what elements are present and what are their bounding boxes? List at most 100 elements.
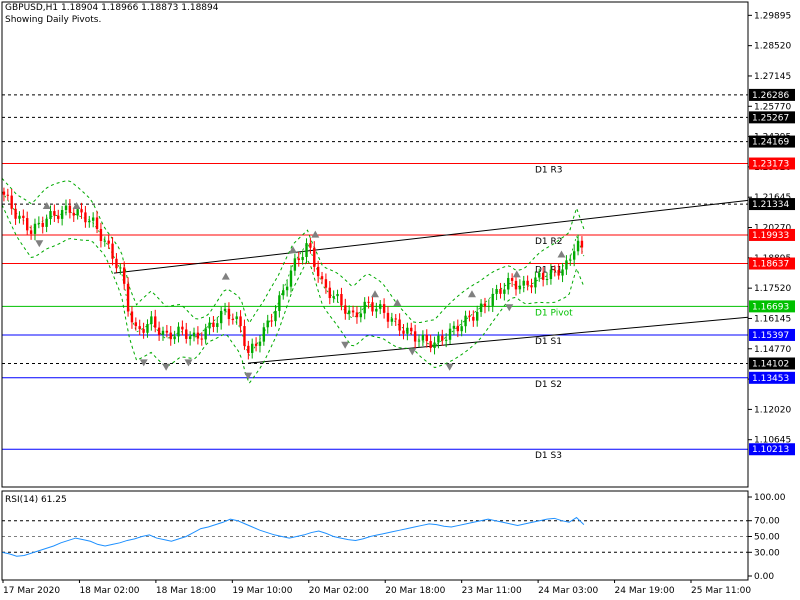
candle-body <box>514 280 518 290</box>
band-upper <box>1 178 585 325</box>
candle-body <box>111 243 114 259</box>
candle-body <box>332 296 335 299</box>
candle-body <box>468 315 471 317</box>
pivot-tag <box>749 257 795 270</box>
candle-body <box>173 336 176 340</box>
candle-body <box>22 215 25 219</box>
fractal-down-icon <box>341 341 350 349</box>
candle-body <box>219 310 223 324</box>
pivot-tag <box>749 371 795 384</box>
x-tick-label: 23 Mar 11:00 <box>462 586 522 596</box>
candle-body <box>472 316 475 321</box>
candle-body <box>142 329 145 333</box>
x-tick-label: 20 Mar 18:00 <box>385 586 445 596</box>
x-tick-label: 19 Mar 10:00 <box>232 586 292 596</box>
candle-body <box>460 326 463 332</box>
candle-body <box>37 222 41 224</box>
candle-body <box>49 211 52 219</box>
candle-body <box>53 211 56 216</box>
rsi-tick-label: 70.00 <box>754 517 780 527</box>
band-lower <box>1 204 585 385</box>
candle-body <box>88 220 91 223</box>
candle-body <box>518 285 522 290</box>
candle-body <box>375 308 378 312</box>
band-middle <box>1 191 585 357</box>
candle-body <box>266 320 269 328</box>
candle-body <box>305 243 308 257</box>
candle-body <box>367 301 370 303</box>
fractal-up-icon <box>557 250 566 258</box>
candle-body <box>557 270 560 276</box>
pivot-tag-label: 1.10213 <box>752 445 789 455</box>
candle-body <box>316 266 320 277</box>
fractal-up-icon <box>221 272 230 280</box>
candle-body <box>464 315 467 327</box>
pivot-name: D1 R1 <box>535 266 563 276</box>
pivot-tag-label: 1.23173 <box>752 160 789 170</box>
candle-body <box>274 310 277 322</box>
candle-body <box>45 218 48 227</box>
level-tag-label: 1.24169 <box>752 138 789 148</box>
pivot-name: D1 R2 <box>535 237 563 247</box>
fractal-up-icon <box>371 290 379 298</box>
level-tag <box>749 198 795 211</box>
candle-body <box>185 329 188 339</box>
fractal-up-icon <box>467 290 476 298</box>
candle-body <box>425 334 428 342</box>
candle-body <box>270 320 273 322</box>
candle-body <box>188 336 192 339</box>
candle-body <box>138 326 141 330</box>
candle-body <box>227 308 231 320</box>
fractal-down-icon <box>408 348 417 356</box>
level-tag-label: 1.26286 <box>752 91 789 101</box>
fractal-up-icon <box>512 270 521 278</box>
candle-body <box>103 240 106 242</box>
price-tick-label: 1.17520 <box>754 284 791 294</box>
candle-body <box>204 328 207 340</box>
rsi-tick-label: 50.00 <box>754 533 780 543</box>
candle-body <box>351 310 355 313</box>
candle-body <box>243 326 246 346</box>
pivot-tag-label: 1.16693 <box>752 302 789 312</box>
symbol-header: GBPUSD,H1 1.18904 1.18966 1.18873 1.1889… <box>5 3 219 13</box>
candle-body <box>569 259 572 261</box>
fractal-down-icon <box>244 372 253 380</box>
candle-body <box>324 279 328 288</box>
candle-body <box>223 308 227 311</box>
pivot-name: D1 Pivot <box>535 308 573 318</box>
candle-body <box>18 215 21 219</box>
candle-body <box>433 342 436 349</box>
candle-body <box>115 258 118 269</box>
pivot-tag <box>749 157 795 170</box>
candle-body <box>437 335 440 343</box>
level-tag-label: 1.21334 <box>752 200 789 210</box>
pivot-tag <box>749 228 795 241</box>
pivot-tag <box>749 328 795 341</box>
pivot-tag <box>749 443 795 456</box>
fractal-up-icon <box>311 230 320 238</box>
candle-body <box>541 272 545 280</box>
candle-body <box>580 240 584 248</box>
price-tick-label: 1.14770 <box>754 345 791 355</box>
candle-body <box>84 212 87 223</box>
candle-body <box>390 318 394 322</box>
candle-body <box>347 310 351 314</box>
candle-body <box>150 316 153 325</box>
candle-body <box>41 222 44 227</box>
x-tick-label: 17 Mar 2020 <box>3 586 60 596</box>
candle-body <box>293 258 297 271</box>
candle-body <box>91 217 95 221</box>
price-tick-label: 1.16145 <box>754 314 791 324</box>
candle-body <box>235 316 238 320</box>
candle-body <box>134 322 138 327</box>
candle-body <box>29 230 33 234</box>
candle-body <box>33 223 37 234</box>
candle-body <box>122 267 126 284</box>
candle-body <box>251 343 254 353</box>
candle-body <box>572 251 576 260</box>
fractal-down-icon <box>505 304 514 312</box>
candle-body <box>2 191 6 195</box>
candle-body <box>565 260 568 270</box>
